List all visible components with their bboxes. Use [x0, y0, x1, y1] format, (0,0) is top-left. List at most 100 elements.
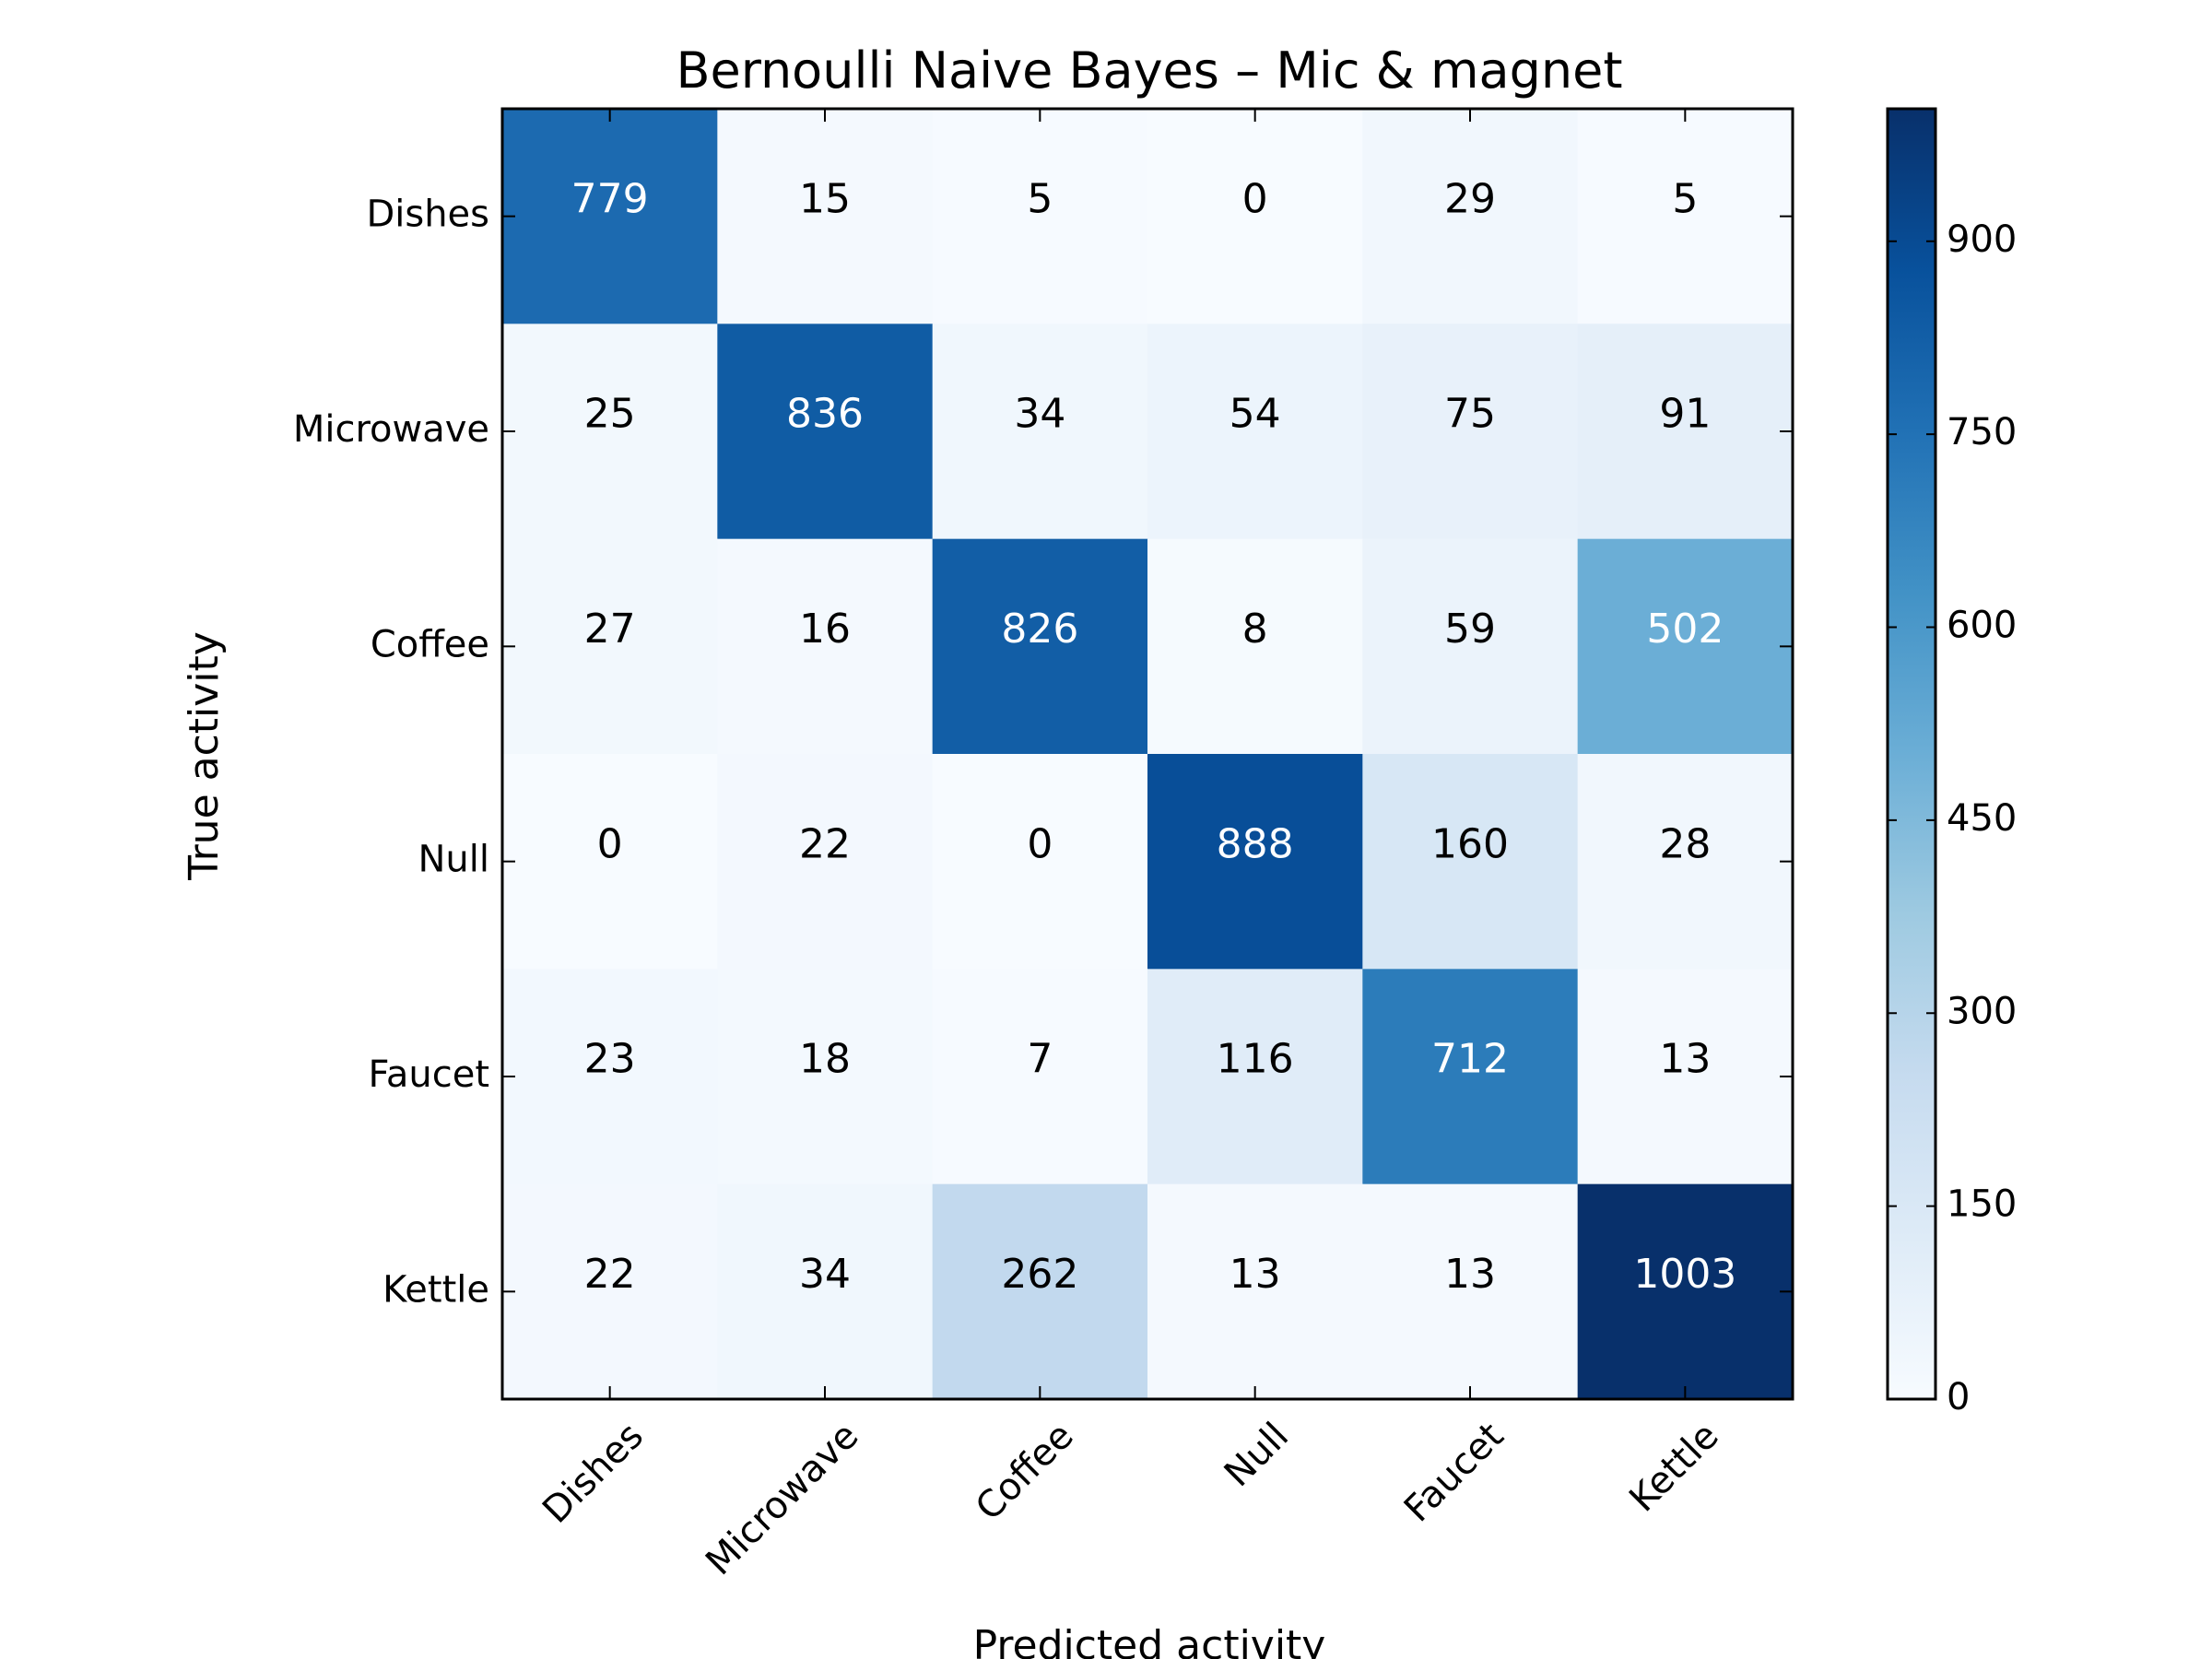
heatmap-cell-label: 888 [1217, 820, 1294, 867]
heatmap-cell-label: 91 [1659, 391, 1711, 438]
colorbar-tick-label: 750 [1947, 411, 2017, 453]
heatmap-cell [1577, 969, 1794, 1185]
heatmap-cell [717, 324, 934, 540]
y-axis-title: True activity [181, 631, 228, 881]
heatmap-cell [1147, 538, 1363, 755]
heatmap-cell-label: 34 [1014, 391, 1065, 438]
heatmap-cell [1362, 754, 1579, 970]
heatmap-cell [717, 754, 934, 970]
x-tick-label: Dishes [535, 1415, 652, 1532]
heatmap-cell [1362, 1183, 1579, 1400]
x-tick-label: Microwave [698, 1415, 866, 1583]
heatmap-cell-label: 712 [1431, 1036, 1509, 1083]
heatmap-cell [502, 324, 718, 540]
x-axis-title: Predicted activity [973, 1622, 1326, 1659]
heatmap-cell-label: 22 [799, 820, 851, 867]
colorbar-tick-label: 600 [1947, 605, 2017, 647]
heatmap-cell [1362, 109, 1579, 324]
heatmap-cell-labels: 779 15 5 0 29 5 25 836 34 54 75 91 27 16 826 8 59 502 0 22 0… [571, 175, 1737, 1298]
heatmap-cell-label: 16 [799, 606, 851, 653]
heatmap-cell [1147, 324, 1363, 540]
heatmap-cell [1362, 538, 1579, 755]
plot-frame [500, 107, 1794, 1401]
heatmap-cell-label: 23 [584, 1036, 636, 1083]
y-tick-label: Microwave [293, 408, 489, 451]
colorbar-tick-label: 300 [1947, 990, 2017, 1032]
heatmap-cell-label: 262 [1001, 1251, 1078, 1298]
heatmap-cell-label: 779 [571, 175, 649, 222]
colorbar-frame [1886, 107, 1937, 1401]
heatmap-cell-label: 0 [597, 820, 623, 867]
heatmap-cell-label: 18 [799, 1036, 851, 1083]
heatmap-cell [1147, 1183, 1363, 1400]
heatmap-cell [932, 109, 1148, 324]
colorbar-ticks: 0 150 300 450 600 750 900 [1888, 218, 2017, 1418]
heatmap-cell-label: 160 [1431, 820, 1509, 867]
y-tick-label: Null [418, 839, 490, 881]
heatmap-cell-label: 13 [1444, 1251, 1496, 1298]
heatmap-cell [932, 1183, 1148, 1400]
heatmap-cell-label: 0 [1027, 820, 1053, 867]
heatmap-cell-label: 836 [786, 391, 864, 438]
colorbar-tick-label: 450 [1947, 797, 2017, 840]
heatmap-cell-label: 8 [1242, 606, 1268, 653]
chart-title: Bernoulli Naive Bayes – Mic & magnet [676, 41, 1622, 100]
heatmap-cell-label: 27 [584, 606, 636, 653]
heatmap-cell-label: 5 [1027, 175, 1053, 222]
heatmap-cell [932, 969, 1148, 1185]
axis-ticks [502, 109, 1793, 1399]
heatmap-cell-label: 29 [1444, 175, 1496, 222]
heatmap-cell [1577, 109, 1794, 324]
heatmap-cell [932, 538, 1148, 755]
colorbar [1888, 109, 1936, 1399]
heatmap-cell-label: 59 [1444, 606, 1496, 653]
heatmap-cell [1147, 109, 1363, 324]
heatmap-cell [502, 969, 718, 1185]
heatmap-cell-label: 22 [584, 1251, 636, 1298]
heatmap-cell-label: 7 [1027, 1036, 1053, 1083]
x-tick-labels: Dishes Microwave Coffee Null Faucet Kettle [535, 1415, 1727, 1583]
heatmap-cell [1577, 1183, 1794, 1400]
heatmap-cell-label: 826 [1001, 606, 1078, 653]
heatmap-cell-label: 0 [1242, 175, 1268, 222]
heatmap-cell [1362, 324, 1579, 540]
y-tick-labels: Dishes Microwave Coffee Null Faucet Kettle [293, 194, 489, 1312]
heatmap-cell [1577, 324, 1794, 540]
x-tick-label: Coffee [968, 1415, 1082, 1529]
heatmap-cell [1577, 538, 1794, 755]
colorbar-tick-label: 0 [1947, 1376, 1970, 1418]
heatmap-cell-label: 15 [799, 175, 851, 222]
heatmap-cell [932, 324, 1148, 540]
heatmap-cell [502, 754, 718, 970]
x-tick-label: Faucet [1396, 1415, 1512, 1531]
heatmap-cell-label: 25 [584, 391, 636, 438]
heatmap-cell [1147, 754, 1363, 970]
heatmap-cell [932, 754, 1148, 970]
heatmap-cell-label: 1003 [1633, 1251, 1736, 1298]
y-tick-label: Faucet [369, 1053, 489, 1096]
y-tick-label: Kettle [382, 1268, 489, 1311]
heatmap-cell-label: 54 [1230, 391, 1281, 438]
y-tick-label: Coffee [371, 623, 489, 665]
colorbar-tick-label: 150 [1947, 1183, 2017, 1226]
x-tick-label: Null [1217, 1415, 1297, 1495]
heatmap-cell-label: 28 [1659, 820, 1711, 867]
heatmap-cell [717, 538, 934, 755]
heatmap-cell [1577, 754, 1794, 970]
heatmap-cell [717, 1183, 934, 1400]
heatmap-cell [1147, 969, 1363, 1185]
heatmap-cell [717, 969, 934, 1185]
x-tick-label: Kettle [1621, 1415, 1727, 1521]
heatmap-cell-label: 502 [1646, 606, 1724, 653]
heatmap-cell [717, 109, 934, 324]
heatmap-cells [502, 109, 1794, 1400]
heatmap-cell-label: 116 [1217, 1036, 1294, 1083]
heatmap-cell-label: 75 [1444, 391, 1496, 438]
heatmap-cell [502, 538, 718, 755]
heatmap-cell-label: 34 [799, 1251, 851, 1298]
heatmap-cell [502, 1183, 718, 1400]
y-tick-label: Dishes [366, 194, 489, 236]
heatmap-cell [502, 109, 718, 324]
